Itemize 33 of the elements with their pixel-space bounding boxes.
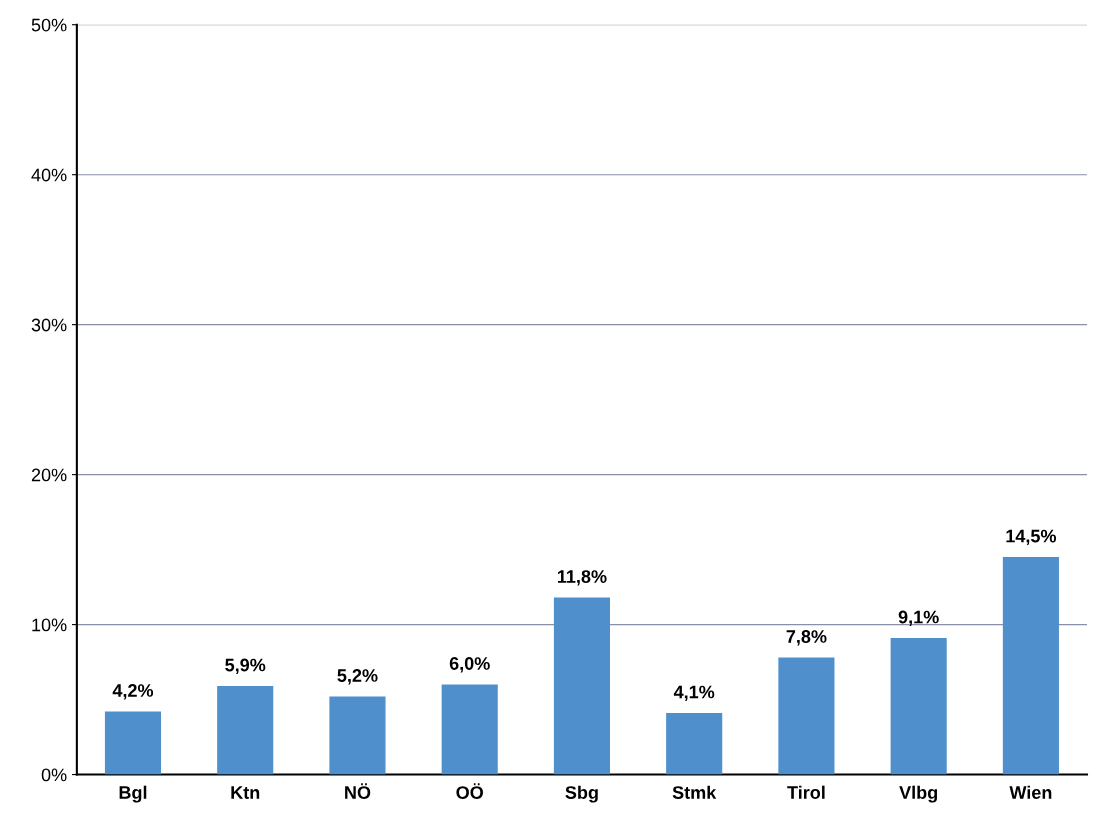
data-label: 5,9% — [225, 658, 266, 675]
data-label: 4,1% — [673, 685, 715, 702]
x-tick-label: Bgl — [119, 785, 147, 803]
bar — [778, 657, 835, 775]
data-label: 6,0% — [449, 657, 490, 673]
x-tick-label: Sbg — [565, 785, 598, 803]
y-tick-label: 0% — [41, 768, 67, 782]
x-tick-label: Stmk — [672, 785, 717, 799]
data-label: 7,8% — [786, 630, 827, 646]
bar — [666, 713, 723, 775]
x-tick-label: Ktn — [231, 786, 260, 799]
x-tick-label: NÖ — [345, 783, 371, 799]
x-tick-label: Vlbg — [899, 785, 938, 803]
y-tick-label: 10% — [32, 618, 67, 632]
y-tick-label: 50% — [31, 18, 67, 32]
data-label: 11,8% — [557, 570, 607, 586]
bar — [104, 711, 162, 775]
y-tick-label: 20% — [31, 468, 67, 482]
x-tick-label: Tirol — [787, 785, 825, 799]
x-tick-label: OÖ — [456, 783, 483, 799]
y-tick-label: 40% — [31, 168, 67, 182]
bar — [329, 696, 386, 775]
data-label: 14,5% — [1006, 529, 1057, 546]
data-label: 5,2% — [337, 669, 378, 685]
bar — [1002, 557, 1059, 775]
y-tick-label: 30% — [31, 318, 67, 332]
x-tick-label: Wien — [1009, 785, 1052, 799]
bar — [890, 638, 947, 775]
bar — [553, 597, 610, 775]
bar — [217, 686, 274, 775]
bar — [441, 684, 498, 775]
data-label: 4,2% — [112, 684, 154, 700]
data-label: 9,1% — [898, 610, 939, 627]
